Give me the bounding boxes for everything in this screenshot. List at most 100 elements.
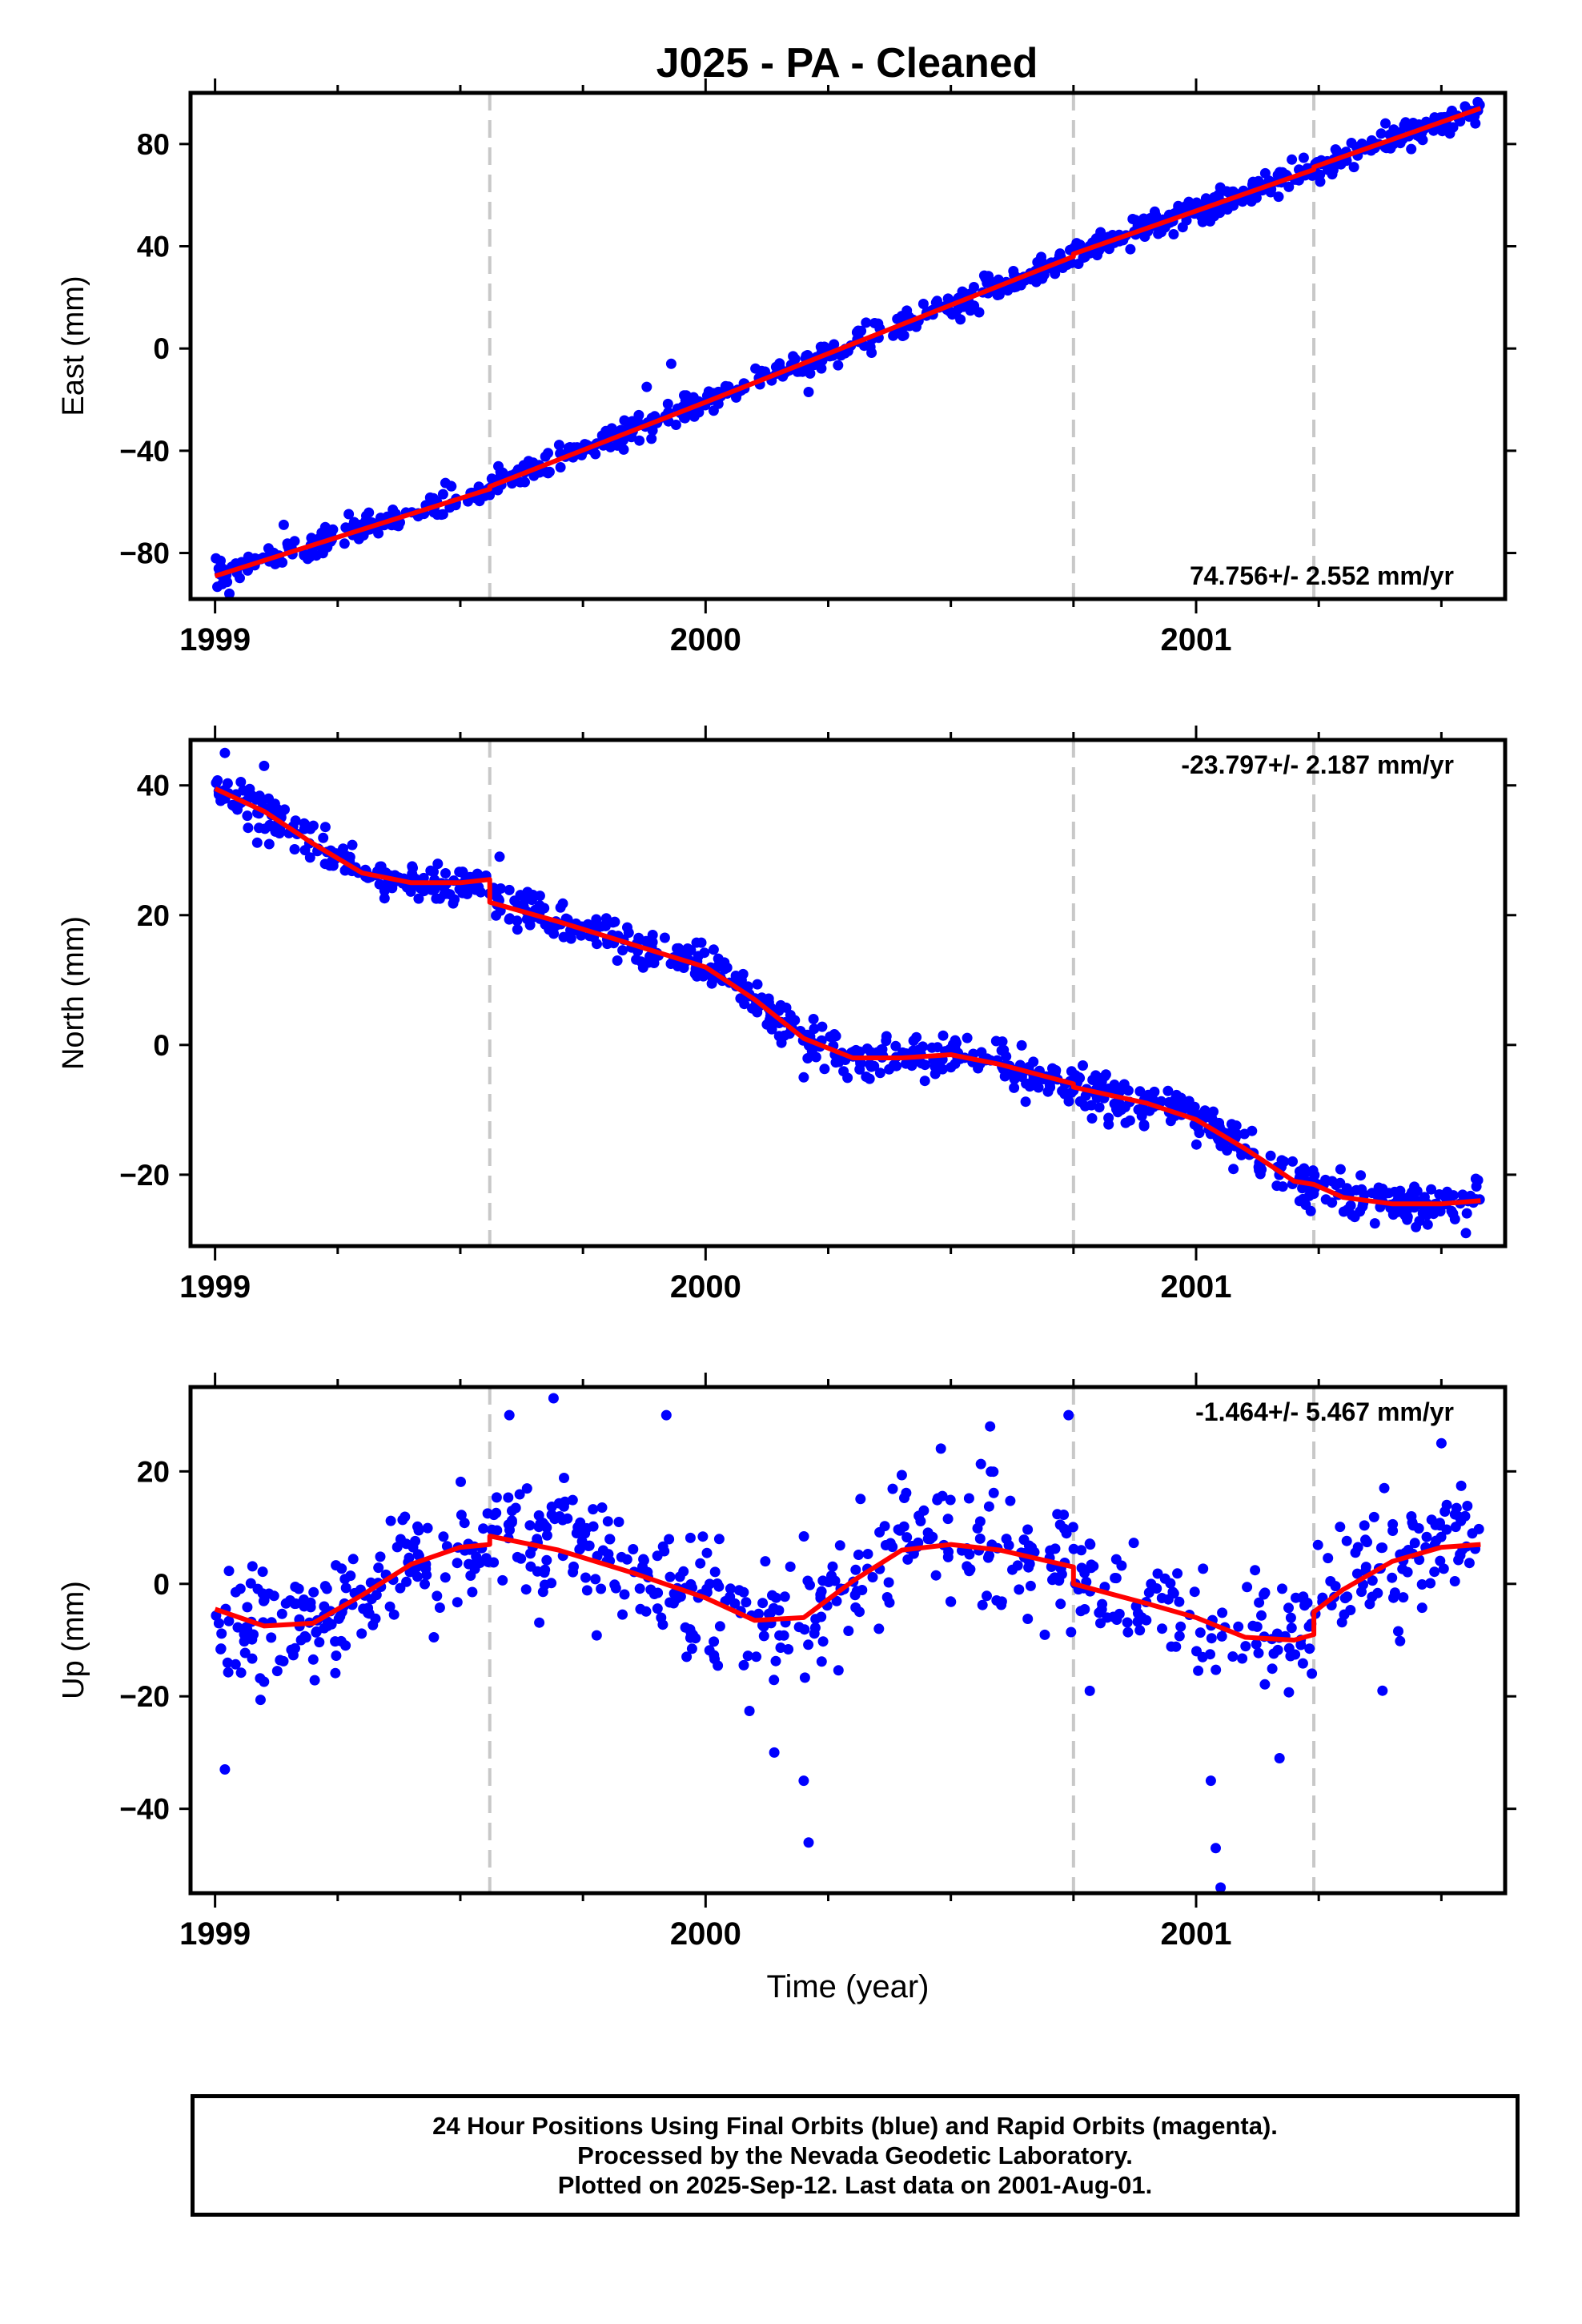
- obs-point: [1159, 1573, 1170, 1584]
- obs-point: [243, 551, 254, 562]
- obs-point: [817, 1636, 829, 1647]
- obs-point: [802, 1575, 813, 1586]
- obs-point: [1351, 1184, 1362, 1196]
- obs-point: [327, 524, 339, 535]
- obs-point: [911, 1031, 922, 1043]
- x-tick-label: 2000: [670, 1269, 741, 1305]
- obs-point: [247, 790, 258, 801]
- obs-point: [558, 1501, 569, 1512]
- obs-point: [779, 1030, 790, 1041]
- obs-point: [1323, 1553, 1334, 1564]
- y-axis-label: Up (mm): [57, 1581, 90, 1699]
- plot-frame: [188, 738, 1508, 1248]
- obs-point: [713, 398, 724, 409]
- obs-point: [307, 1654, 319, 1665]
- obs-point: [559, 1473, 569, 1483]
- obs-point: [1102, 1612, 1113, 1623]
- obs-point: [1199, 1105, 1211, 1116]
- obs-point: [930, 1068, 941, 1080]
- obs-point: [1122, 1626, 1134, 1638]
- obs-point: [276, 1608, 287, 1619]
- obs-point: [319, 1581, 331, 1592]
- obs-point: [1456, 1480, 1467, 1491]
- obs-point: [1379, 1482, 1390, 1494]
- obs-point: [809, 1023, 820, 1035]
- obs-point: [751, 1651, 762, 1663]
- obs-point: [339, 538, 350, 549]
- obs-point: [1138, 1120, 1150, 1130]
- obs-point: [1307, 1165, 1319, 1176]
- obs-point: [714, 1621, 725, 1632]
- obs-point: [1045, 1545, 1056, 1556]
- model-line: [214, 786, 1481, 1207]
- obs-point: [809, 1628, 820, 1639]
- obs-point: [432, 1590, 443, 1602]
- obs-point: [1157, 1623, 1167, 1634]
- obs-point: [540, 1564, 551, 1575]
- obs-point: [1076, 1545, 1087, 1556]
- obs-point: [725, 1583, 736, 1594]
- obs-point: [798, 1531, 809, 1542]
- obs-point: [1094, 1102, 1105, 1113]
- obs-point: [1335, 1522, 1346, 1533]
- obs-point: [803, 387, 814, 397]
- obs-point: [1145, 213, 1156, 223]
- obs-point: [685, 1626, 697, 1638]
- obs-point: [1033, 1082, 1044, 1093]
- obs-point: [1253, 1161, 1264, 1172]
- obs-point: [652, 1587, 664, 1598]
- obs-point: [562, 1513, 573, 1524]
- obs-point: [1467, 1528, 1478, 1539]
- obs-point: [1183, 1096, 1195, 1107]
- obs-point: [512, 915, 523, 927]
- obs-point: [1462, 1501, 1473, 1511]
- obs-point: [760, 1556, 771, 1567]
- obs-point: [950, 1035, 961, 1046]
- obs-point: [678, 963, 689, 973]
- obs-point: [1331, 145, 1342, 156]
- obs-point: [689, 411, 700, 422]
- obs-point: [634, 435, 645, 446]
- obs-point: [509, 895, 520, 907]
- obs-point: [1227, 1651, 1239, 1662]
- obs-point: [798, 1775, 809, 1787]
- obs-point: [681, 1651, 693, 1663]
- obs-point: [665, 1571, 676, 1582]
- obs-point: [619, 1589, 630, 1600]
- obs-point: [438, 1531, 449, 1542]
- obs-point: [1237, 1653, 1248, 1664]
- obs-point: [1084, 1685, 1095, 1696]
- obs-point: [888, 1059, 899, 1071]
- obs-point: [564, 442, 576, 452]
- obs-point: [1359, 1520, 1370, 1531]
- obs-point: [420, 1578, 430, 1590]
- obs-point: [331, 1651, 342, 1661]
- obs-point: [887, 1542, 898, 1553]
- obs-point: [248, 1629, 259, 1640]
- obs-point: [1134, 1086, 1146, 1097]
- obs-point: [216, 1628, 227, 1639]
- obs-point: [1304, 1643, 1315, 1655]
- obs-point: [478, 1523, 489, 1534]
- obs-point: [235, 777, 247, 787]
- obs-point: [919, 1076, 930, 1087]
- obs-point: [319, 543, 331, 553]
- obs-point: [1110, 1554, 1122, 1565]
- obs-point: [661, 1409, 672, 1421]
- obs-point: [537, 1586, 548, 1598]
- footer-line-2: Processed by the Nevada Geodetic Laborat…: [577, 2141, 1133, 2169]
- obs-point: [856, 325, 867, 336]
- obs-point: [470, 884, 481, 895]
- obs-point: [1387, 1572, 1398, 1583]
- obs-point: [318, 832, 329, 843]
- obs-point: [300, 1632, 311, 1643]
- obs-point: [917, 299, 929, 309]
- obs-point: [1251, 192, 1262, 203]
- obs-point: [1335, 1177, 1346, 1188]
- obs-point: [397, 1514, 408, 1526]
- obs-point: [546, 1578, 557, 1589]
- obs-point: [1403, 1545, 1414, 1555]
- obs-point: [1431, 1535, 1442, 1546]
- obs-point: [730, 971, 741, 981]
- obs-point: [729, 1598, 741, 1609]
